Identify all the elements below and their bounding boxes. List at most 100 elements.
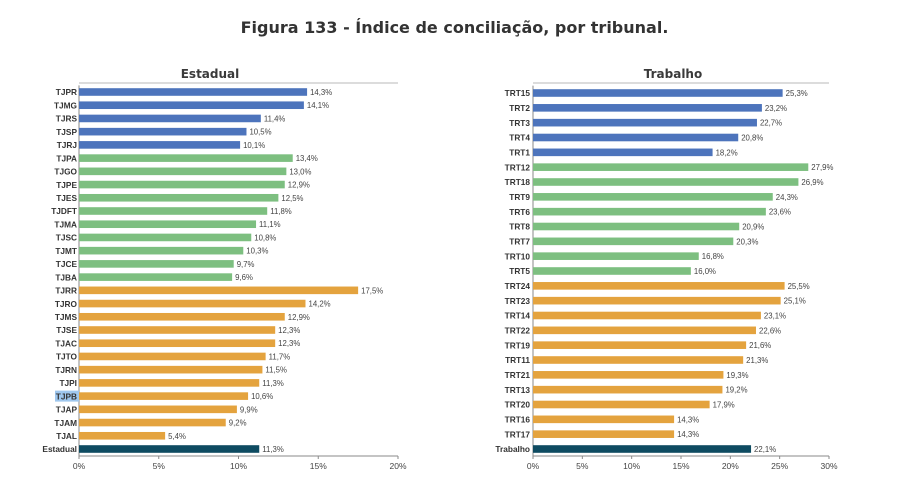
trabalho-data-label-trt14: 23,1% — [764, 312, 786, 321]
estadual-data-label-tjrn: 11,5% — [265, 366, 287, 375]
trabalho-tick-label-trt8: TRT8 — [509, 222, 530, 232]
estadual-tick-label-tjap: TJAP — [56, 405, 78, 415]
estadual-data-label-tjrr: 17,5% — [361, 286, 383, 295]
estadual-x-tick-label-4: 20% — [389, 461, 406, 471]
trabalho-tick-label-trt15: TRT15 — [505, 88, 531, 98]
trabalho-bar-trt6 — [533, 207, 766, 216]
estadual-bar-tjam — [79, 418, 226, 427]
trabalho-data-label-trt19: 21,6% — [749, 341, 771, 350]
trabalho-bar-trt21 — [533, 371, 724, 379]
trabalho-data-label-trt23: 25,1% — [784, 297, 806, 306]
estadual-bar-tjrs — [79, 114, 261, 123]
trabalho-tick-label-trt7: TRT7 — [509, 237, 530, 247]
estadual-tick-label-tjal: TJAL — [56, 431, 77, 441]
estadual-tick-label-tjse: TJSE — [56, 325, 77, 335]
trabalho-tick-label-trt17: TRT17 — [505, 429, 531, 439]
trabalho-tick-label-trt6: TRT6 — [509, 207, 530, 217]
estadual-bar-tjce — [79, 260, 234, 268]
trabalho-bar-trt8 — [533, 222, 740, 231]
trabalho-data-label-trt22: 22,6% — [759, 326, 781, 335]
estadual-bar-tjal — [79, 431, 166, 440]
trabalho-tick-label-trt14: TRT14 — [505, 311, 531, 321]
estadual-data-label-estadual: 11,3% — [262, 445, 284, 454]
estadual-bar-tjro — [79, 299, 306, 308]
trabalho-bar-trt14 — [533, 311, 761, 320]
estadual-bar-tjrn — [79, 365, 263, 374]
estadual-data-label-tjrs: 11,4% — [264, 114, 286, 123]
estadual-bar-tjdft — [79, 207, 268, 215]
trabalho-x-tick-label-1: 5% — [576, 461, 589, 471]
estadual-tick-label-tjrn: TJRN — [55, 365, 77, 375]
estadual-x-tick-label-0: 0% — [73, 461, 86, 471]
estadual-data-label-tjpa: 13,4% — [296, 154, 318, 163]
trabalho-tick-label-trabalho: Trabalho — [495, 444, 530, 454]
estadual-data-label-tjrj: 10,1% — [243, 141, 265, 150]
trabalho-data-label-trt10: 16,8% — [702, 252, 724, 261]
estadual-bar-tjpe — [79, 180, 285, 189]
estadual-data-label-tjpb: 10,6% — [251, 392, 273, 401]
trabalho-bar-trt4 — [533, 133, 739, 142]
estadual-tick-label-tjac: TJAC — [55, 338, 77, 348]
trabalho-tick-label-trt23: TRT23 — [505, 296, 531, 306]
estadual-tick-label-tjgo: TJGO — [54, 167, 77, 177]
trabalho-data-label-trt16: 14,3% — [677, 415, 699, 424]
estadual-data-label-tjce: 9,7% — [237, 260, 255, 269]
estadual-data-label-tjto: 11,7% — [269, 352, 291, 361]
estadual-bar-tjrj — [79, 141, 241, 149]
estadual-tick-label-tjam: TJAM — [54, 418, 77, 428]
trabalho-tick-label-trt12: TRT12 — [505, 162, 531, 172]
estadual-tick-label-tjmg: TJMG — [54, 100, 77, 110]
trabalho-x-tick-label-5: 25% — [771, 461, 788, 471]
trabalho-data-label-trt13: 19,2% — [725, 386, 747, 395]
estadual-bar-tjms — [79, 312, 285, 321]
estadual-tick-label-tjto: TJTO — [56, 352, 78, 362]
estadual-tick-label-tjce: TJCE — [56, 259, 78, 269]
trabalho-x-tick-label-0: 0% — [527, 461, 540, 471]
estadual-bar-tjma — [79, 220, 257, 229]
trabalho-data-label-trt6: 23,6% — [769, 208, 791, 217]
trabalho-bar-trabalho — [533, 445, 752, 453]
estadual-tick-label-estadual: Estadual — [42, 444, 77, 454]
trabalho-data-label-trt11: 21,3% — [746, 356, 768, 365]
estadual-bar-tjpa — [79, 154, 293, 162]
trabalho-data-label-trt21: 19,3% — [726, 371, 748, 380]
trabalho-x-tick-label-4: 20% — [722, 461, 739, 471]
estadual-tick-label-tjdft: TJDFT — [51, 206, 77, 216]
trabalho-x-tick-label-6: 30% — [820, 461, 837, 471]
estadual-x-tick-label-2: 10% — [230, 461, 247, 471]
trabalho-bar-trt13 — [533, 385, 723, 394]
estadual-tick-label-tjro: TJRO — [55, 299, 78, 309]
estadual-tick-label-tjba: TJBA — [55, 272, 77, 282]
estadual-tick-label-tjpb: TJPB — [56, 391, 77, 401]
estadual-data-label-tjal: 5,4% — [168, 432, 186, 441]
trabalho-tick-label-trt19: TRT19 — [505, 340, 531, 350]
estadual-data-label-tjpi: 11,3% — [262, 379, 284, 388]
trabalho-data-label-trt1: 18,2% — [716, 148, 738, 157]
estadual-tick-label-tjpi: TJPI — [59, 378, 77, 388]
trabalho-bar-trt20 — [533, 400, 710, 409]
trabalho-data-label-trt20: 17,9% — [713, 401, 735, 410]
estadual-tick-label-tjrj: TJRJ — [57, 140, 78, 150]
estadual-x-tick-label-3: 15% — [310, 461, 327, 471]
trabalho-bar-trt3 — [533, 118, 757, 127]
trabalho-tick-label-trt11: TRT11 — [505, 355, 530, 365]
estadual-data-label-tjam: 9,2% — [229, 419, 247, 428]
trabalho-bar-trt22 — [533, 326, 756, 335]
estadual-data-label-tjap: 9,9% — [240, 405, 258, 414]
estadual-tick-label-tjma: TJMA — [54, 219, 77, 229]
trabalho-bar-trt1 — [533, 148, 713, 157]
estadual-bar-tjgo — [79, 167, 287, 176]
estadual-bar-tjmt — [79, 246, 244, 255]
estadual-data-label-tjms: 12,9% — [288, 313, 310, 322]
estadual-tick-label-tjsc: TJSC — [56, 233, 77, 243]
trabalho-tick-label-trt18: TRT18 — [505, 177, 531, 187]
trabalho-bar-trt16 — [533, 415, 675, 424]
trabalho-data-label-trt17: 14,3% — [677, 430, 699, 439]
trabalho-x-tick-label-2: 10% — [623, 461, 640, 471]
estadual-tick-label-tjpe: TJPE — [56, 180, 77, 190]
estadual-bar-tjpr — [79, 88, 308, 96]
trabalho-data-label-trt3: 22,7% — [760, 119, 782, 128]
estadual-bar-tjsc — [79, 233, 252, 242]
page-title: Figura 133 - Índice de conciliação, por … — [240, 18, 669, 37]
estadual-data-label-tjes: 12,5% — [281, 194, 303, 203]
